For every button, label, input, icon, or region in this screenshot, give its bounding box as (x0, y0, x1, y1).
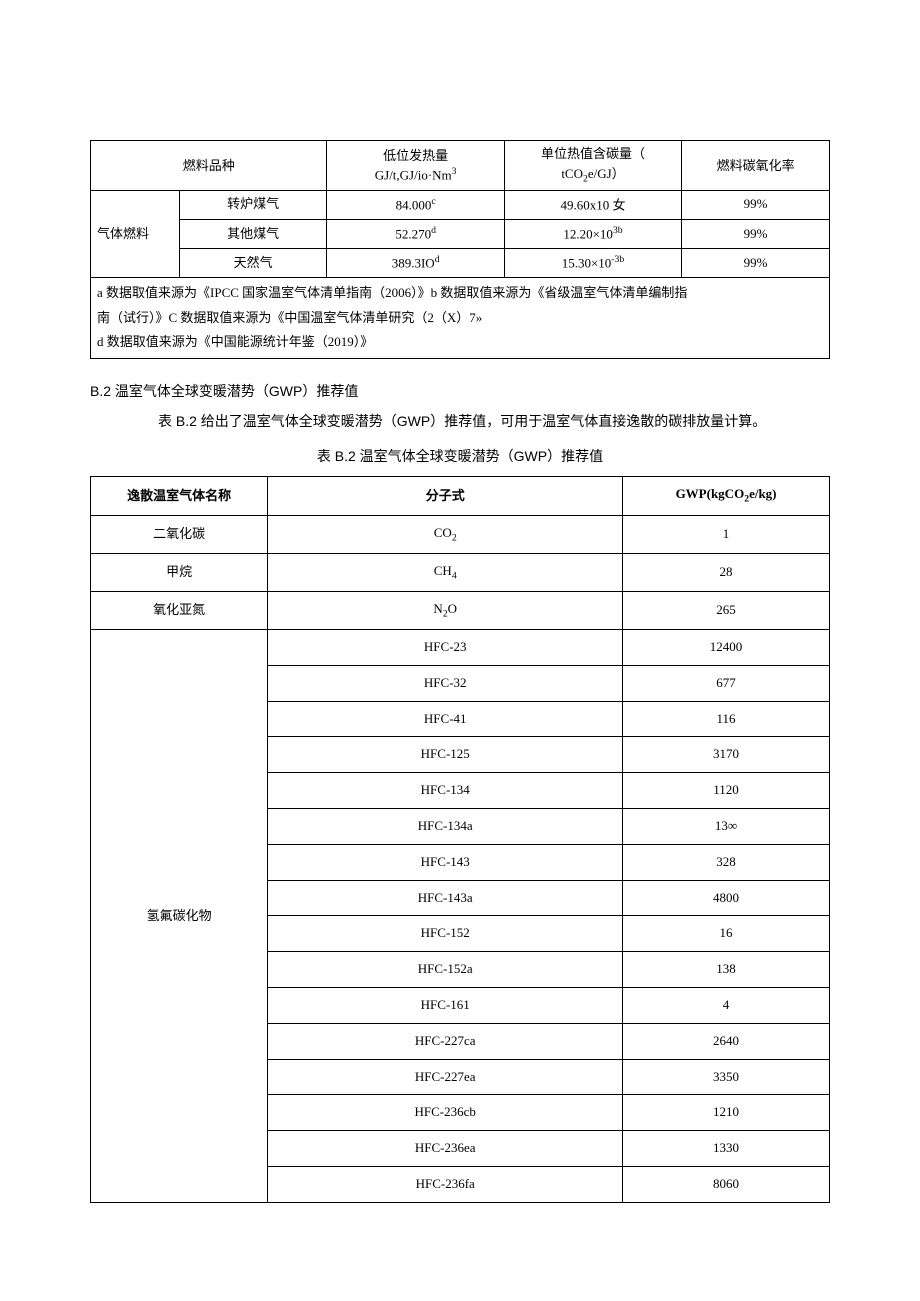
gas-name: 氧化亚氮 (91, 591, 268, 629)
fuel-carbon: 49.60x10 女 (504, 190, 681, 219)
fuel-oxid: 99% (682, 248, 830, 277)
fuel-lhv: 52.270d (327, 219, 504, 248)
gas-formula: HFC-236ea (268, 1131, 623, 1167)
gas-gwp: 12400 (623, 630, 830, 666)
gas-gwp: 1120 (623, 773, 830, 809)
col-lhv-line2: GJ/t,GJ/io·Nm (375, 168, 452, 183)
table-row: 气体燃料 转炉煤气 84.000c 49.60x10 女 99% (91, 190, 830, 219)
gas-formula: HFC-23 (268, 630, 623, 666)
table-row: 其他煤气 52.270d 12.20×103b 99% (91, 219, 830, 248)
fuel-oxid: 99% (682, 219, 830, 248)
gas-formula: HFC-143a (268, 880, 623, 916)
fuel-factors-table: 燃料品种 低位发热量 GJ/t,GJ/io·Nm3 单位热值含碳量（ tCO2e… (90, 140, 830, 359)
table-row: 天然气 389.3IOd 15.30×10-3b 99% (91, 248, 830, 277)
fuel-lhv: 389.3IOd (327, 248, 504, 277)
gas-gwp: 138 (623, 952, 830, 988)
fuel-lhv: 84.000c (327, 190, 504, 219)
gas-formula: HFC-236cb (268, 1095, 623, 1131)
gas-gwp: 16 (623, 916, 830, 952)
gas-formula: HFC-227ea (268, 1059, 623, 1095)
table-row: 氧化亚氮 N2O 265 (91, 591, 830, 629)
gas-gwp: 265 (623, 591, 830, 629)
gas-gwp: 1330 (623, 1131, 830, 1167)
col-formula: 分子式 (268, 477, 623, 515)
gas-formula: HFC-32 (268, 665, 623, 701)
section-title: 温室气体全球变暖潜势（GWP）推荐值 (115, 383, 358, 399)
gas-group-label: 氢氟碳化物 (91, 630, 268, 1203)
col-oxid: 燃料碳氧化率 (682, 141, 830, 191)
gas-gwp: 116 (623, 701, 830, 737)
gas-gwp: 3170 (623, 737, 830, 773)
gas-gwp: 4 (623, 988, 830, 1024)
table-header-row: 燃料品种 低位发热量 GJ/t,GJ/io·Nm3 单位热值含碳量（ tCO2e… (91, 141, 830, 191)
gas-formula: HFC-134 (268, 773, 623, 809)
note-line: d 数据取值来源为《中国能源统计年鉴（2019）》 (97, 334, 373, 349)
gas-gwp: 1 (623, 515, 830, 553)
gas-formula: HFC-125 (268, 737, 623, 773)
gas-formula: HFC-161 (268, 988, 623, 1024)
gas-formula: CO2 (268, 515, 623, 553)
gas-formula: HFC-143 (268, 844, 623, 880)
table-row: 甲烷 CH4 28 (91, 553, 830, 591)
gas-formula: HFC-41 (268, 701, 623, 737)
fuel-group-label: 气体燃料 (91, 190, 180, 277)
fuel-name: 天然气 (179, 248, 327, 277)
gas-formula: CH4 (268, 553, 623, 591)
gas-gwp: 8060 (623, 1167, 830, 1203)
gas-name: 二氧化碳 (91, 515, 268, 553)
col-fuel-type: 燃料品种 (91, 141, 327, 191)
col-lhv-line1: 低位发热量 (383, 148, 448, 163)
note-line: 南（试行）》C 数据取值来源为《中国温室气体清单研究（2（X）7» (97, 310, 482, 325)
page: 燃料品种 低位发热量 GJ/t,GJ/io·Nm3 单位热值含碳量（ tCO2e… (0, 0, 920, 1283)
gas-formula: HFC-227ca (268, 1023, 623, 1059)
col-carbon-line1: 单位热值含碳量（ (541, 146, 645, 161)
gas-gwp: 1210 (623, 1095, 830, 1131)
col-lhv-sup: 3 (452, 166, 457, 177)
col-carbon-line2a: tCO (561, 166, 583, 181)
table-header-row: 逸散温室气体名称 分子式 GWP(kgCO2e/kg) (91, 477, 830, 515)
gas-formula: N2O (268, 591, 623, 629)
gas-gwp: 13∞ (623, 809, 830, 845)
fuel-name: 其他煤气 (179, 219, 327, 248)
table2-caption: 表 B.2 温室气体全球变暖潜势（GWP）推荐值 (90, 446, 830, 466)
gas-gwp: 2640 (623, 1023, 830, 1059)
note-line: a 数据取值来源为《IPCC 国家温室气体清单指南（2006）》b 数据取值来源… (97, 285, 687, 300)
gas-gwp: 328 (623, 844, 830, 880)
col-gas-name: 逸散温室气体名称 (91, 477, 268, 515)
table-notes-row: a 数据取值来源为《IPCC 国家温室气体清单指南（2006）》b 数据取值来源… (91, 278, 830, 359)
gas-name: 甲烷 (91, 553, 268, 591)
table-row: 二氧化碳 CO2 1 (91, 515, 830, 553)
gas-formula: HFC-152a (268, 952, 623, 988)
section-prefix: B.2 (90, 383, 111, 399)
col-gwp: GWP(kgCO2e/kg) (623, 477, 830, 515)
fuel-carbon: 15.30×10-3b (504, 248, 681, 277)
col-carbon: 单位热值含碳量（ tCO2e/GJ） (504, 141, 681, 191)
gwp-table: 逸散温室气体名称 分子式 GWP(kgCO2e/kg) 二氧化碳 CO2 1 甲… (90, 476, 830, 1203)
fuel-oxid: 99% (682, 190, 830, 219)
gas-gwp: 3350 (623, 1059, 830, 1095)
gas-formula: HFC-134a (268, 809, 623, 845)
gas-gwp: 28 (623, 553, 830, 591)
gas-gwp: 677 (623, 665, 830, 701)
fuel-name: 转炉煤气 (179, 190, 327, 219)
gas-formula: HFC-152 (268, 916, 623, 952)
section-text: 表 B.2 给出了温室气体全球变暖潜势（GWP）推荐值，可用于温室气体直接逸散的… (90, 409, 830, 434)
fuel-carbon: 12.20×103b (504, 219, 681, 248)
gas-formula: HFC-236fa (268, 1167, 623, 1203)
table-row: 氢氟碳化物HFC-2312400 (91, 630, 830, 666)
table-notes: a 数据取值来源为《IPCC 国家温室气体清单指南（2006）》b 数据取值来源… (91, 278, 830, 359)
gas-gwp: 4800 (623, 880, 830, 916)
col-carbon-line2b: e/GJ） (588, 166, 625, 181)
col-lhv: 低位发热量 GJ/t,GJ/io·Nm3 (327, 141, 504, 191)
section-heading: B.2 温室气体全球变暖潜势（GWP）推荐值 (90, 381, 830, 401)
